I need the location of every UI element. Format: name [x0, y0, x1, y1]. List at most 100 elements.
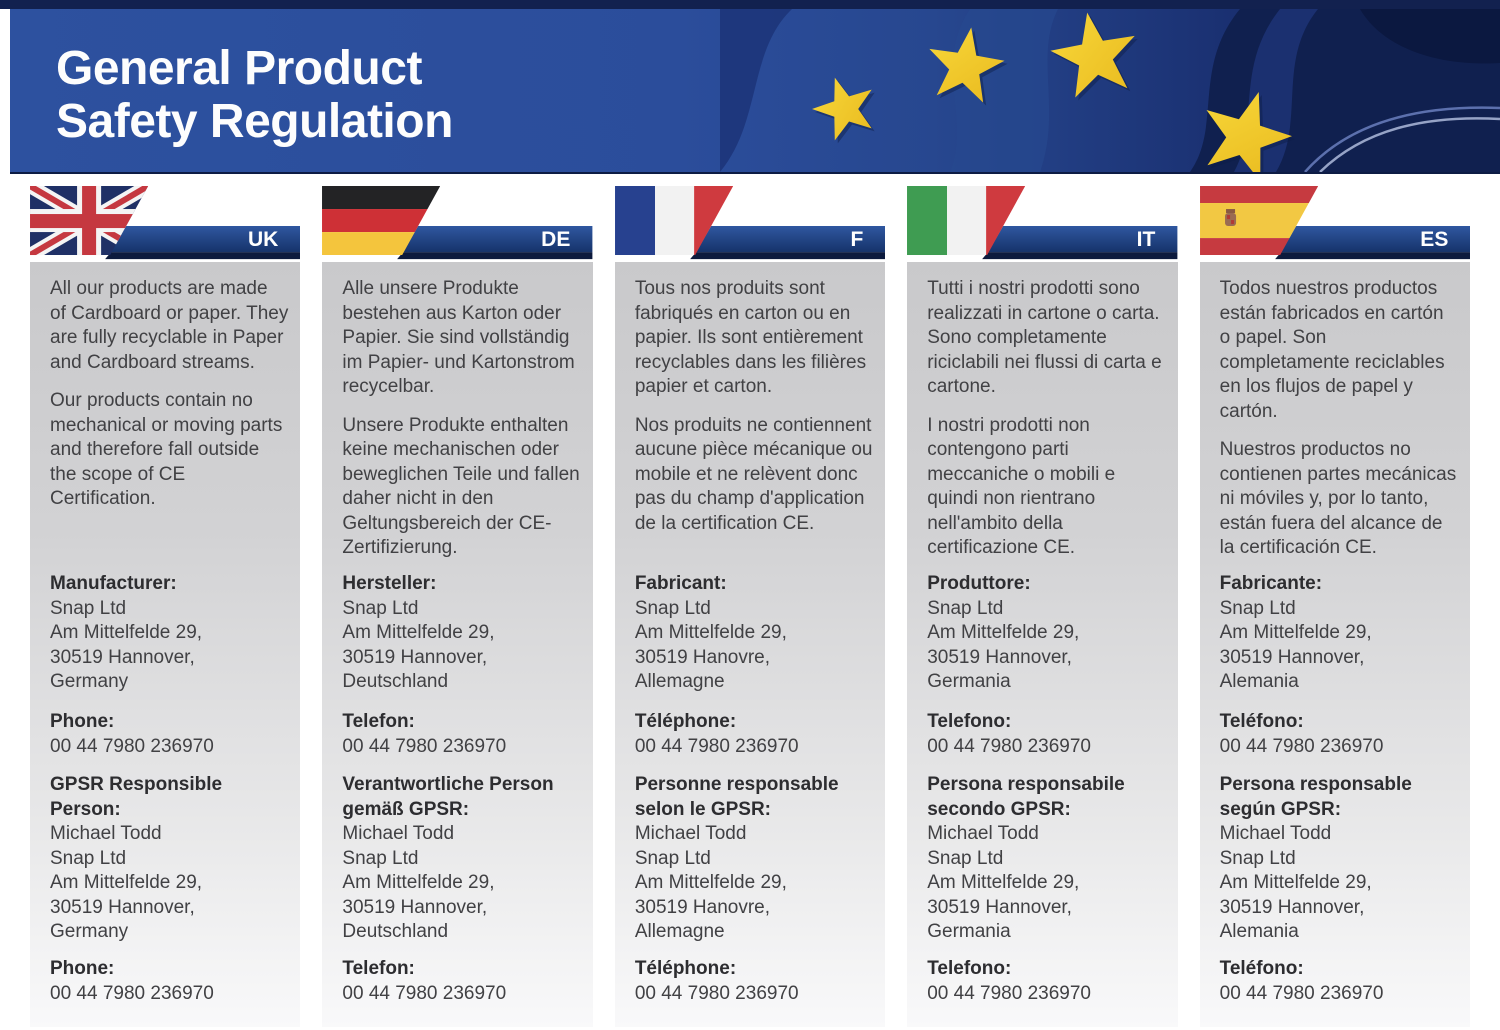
gpsr-line: Snap Ltd	[342, 847, 419, 869]
intro-text: Alle unsere Produkte bestehen aus Karton…	[342, 277, 580, 575]
gpsr-line: 30519 Hanovre,	[634, 896, 771, 918]
flag-corner-shadow	[1360, 9, 1500, 64]
gpsr-line: Am Mittelfelde 29,	[634, 872, 787, 894]
language-column-es: ES Todos nuestros productos están fabric…	[1199, 186, 1471, 1028]
materials-paragraph: All our products are made of Cardboard o…	[50, 278, 289, 373]
flag-fold-middle	[950, 9, 1058, 172]
phone-number: 00 44 7980 236970	[1219, 735, 1384, 757]
phone-number: 00 44 7980 236970	[927, 735, 1091, 757]
country-label-bar	[403, 226, 593, 253]
phone-label: Telefono:	[927, 958, 1012, 980]
page-title-line2: Safety Regulation	[56, 94, 453, 148]
gpsr-line: Michael Todd	[50, 823, 162, 845]
intro-text: Tutti i nostri prodotti sono realizzati …	[927, 277, 1165, 575]
phone-label: Teléfono:	[1219, 958, 1304, 980]
gpsr-line: Snap Ltd	[50, 847, 127, 869]
manufacturer-line: 30519 Hannover,	[927, 646, 1072, 668]
materials-paragraph: Tutti i nostri prodotti sono realizzati …	[927, 278, 1162, 398]
phone-label: Téléphone:	[634, 958, 737, 980]
germany-flag-icon	[322, 186, 441, 256]
manufacturer-line: Deutschland	[342, 671, 449, 693]
manufacturer-section: Produttore: Snap Ltd Am Mittelfelde 29, …	[927, 572, 1165, 695]
gpsr-person-section: Persona responsable según GPSR: Michael …	[1220, 773, 1458, 945]
phone-section: Teléfono: 00 44 7980 236970	[1220, 710, 1458, 759]
phone-section-2: Phone: 00 44 7980 236970	[50, 957, 288, 1006]
materials-paragraph: Todos nuestros productos están fabricado…	[1219, 278, 1445, 422]
info-panel-it: Tutti i nostri prodotti sono realizzati …	[907, 262, 1178, 1028]
phone-section: Téléphone: 00 44 7980 236970	[635, 710, 873, 759]
language-columns: UK All our products are made of Cardboar…	[30, 186, 1471, 1028]
manufacturer-line: Am Mittelfelde 29,	[634, 622, 787, 644]
gpsr-line: Am Mittelfelde 29,	[1219, 872, 1372, 894]
manufacturer-label: Produttore:	[927, 573, 1031, 595]
phone-label: Telefon:	[342, 711, 415, 733]
gpsr-label: Personne responsable selon le GPSR:	[634, 774, 839, 820]
phone-number: 00 44 7980 236970	[634, 982, 799, 1004]
language-column-fr: F Tous nos produits sont fabriqués en ca…	[614, 186, 886, 1028]
star-icon	[1045, 9, 1144, 101]
column-header-es: ES	[1199, 186, 1471, 260]
phone-section-2: Teléfono: 00 44 7980 236970	[1220, 957, 1458, 1006]
gpsr-person-section: Persona responsabile secondo GPSR: Micha…	[927, 773, 1165, 945]
ce-paragraph: Unsere Produkte enthalten keine mechanis…	[342, 414, 580, 559]
manufacturer-label: Fabricant:	[634, 573, 727, 595]
gpsr-line: Germany	[50, 921, 129, 943]
manufacturer-line: Am Mittelfelde 29,	[50, 622, 203, 644]
info-panel-es: Todos nuestros productos están fabricado…	[1199, 262, 1471, 1028]
gpsr-line: 30519 Hannover,	[342, 896, 488, 918]
manufacturer-section: Fabricant: Snap Ltd Am Mittelfelde 29, 3…	[635, 572, 873, 695]
page-title: General Product Safety Regulation	[56, 42, 453, 149]
eu-flag-artwork	[720, 9, 1500, 172]
gpsr-person-section: GPSR Responsible Person: Michael Todd Sn…	[50, 773, 288, 945]
gpsr-line: Alemania	[1219, 921, 1299, 943]
label-bar-shadow	[397, 252, 593, 260]
manufacturer-line: Snap Ltd	[342, 597, 419, 619]
phone-label: Phone:	[50, 958, 115, 980]
phone-number: 00 44 7980 236970	[634, 735, 799, 757]
gpsr-person-section: Personne responsable selon le GPSR: Mich…	[635, 773, 873, 945]
phone-section-2: Telefon: 00 44 7980 236970	[342, 957, 580, 1006]
ce-paragraph: Nos produits ne contiennent aucune pièce…	[634, 414, 873, 534]
language-column-it: IT Tutti i nostri prodotti sono realizza…	[907, 186, 1178, 1028]
phone-number: 00 44 7980 236970	[342, 735, 507, 757]
phone-label: Telefon:	[342, 958, 415, 980]
ce-paragraph: Nuestros productos no contienen partes m…	[1219, 439, 1457, 559]
manufacturer-line: Snap Ltd	[634, 597, 711, 619]
column-header-it: IT	[907, 186, 1178, 260]
phone-number: 00 44 7980 236970	[50, 735, 214, 757]
info-panel-uk: All our products are made of Cardboard o…	[30, 262, 301, 1028]
manufacturer-line: 30519 Hanovre,	[634, 646, 771, 668]
gpsr-label: Verantwortliche Person gemäß GPSR:	[342, 774, 554, 820]
gpsr-line: 30519 Hannover,	[927, 896, 1072, 918]
materials-paragraph: Tous nos produits sont fabriqués en cart…	[634, 278, 867, 398]
manufacturer-label: Fabricante:	[1219, 573, 1323, 595]
manufacturer-line: Am Mittelfelde 29,	[1219, 622, 1372, 644]
manufacturer-line: Germania	[927, 671, 1011, 693]
language-column-uk: UK All our products are made of Cardboar…	[30, 186, 301, 1028]
country-code-label: UK	[248, 228, 278, 251]
manufacturer-line: Allemagne	[634, 671, 725, 693]
phone-number: 00 44 7980 236970	[342, 982, 507, 1004]
label-bar-shadow	[1274, 252, 1471, 260]
gpsr-label: GPSR Responsible Person:	[50, 774, 223, 820]
phone-number: 00 44 7980 236970	[927, 982, 1091, 1004]
column-header-uk: UK	[30, 186, 301, 260]
country-code-label: IT	[1137, 228, 1156, 251]
phone-label: Teléfono:	[1219, 711, 1304, 733]
phone-section-2: Telefono: 00 44 7980 236970	[927, 957, 1165, 1006]
gpsr-line: Snap Ltd	[1219, 847, 1296, 869]
ce-paragraph: I nostri prodotti non contengono parti m…	[927, 414, 1116, 559]
gpsr-person-section: Verantwortliche Person gemäß GPSR: Micha…	[342, 773, 580, 945]
gpsr-label: Persona responsabile secondo GPSR:	[927, 774, 1125, 820]
gpsr-line: Snap Ltd	[634, 847, 711, 869]
intro-text: Tous nos produits sont fabriqués en cart…	[635, 277, 873, 550]
gpsr-line: Snap Ltd	[927, 847, 1004, 869]
phone-number: 00 44 7980 236970	[1219, 982, 1384, 1004]
manufacturer-line: 30519 Hannover,	[50, 646, 195, 668]
phone-section-2: Téléphone: 00 44 7980 236970	[635, 957, 873, 1006]
manufacturer-line: Am Mittelfelde 29,	[927, 622, 1080, 644]
info-panel-fr: Tous nos produits sont fabriqués en cart…	[614, 262, 886, 1028]
country-code-label: DE	[542, 228, 571, 251]
header-banner: General Product Safety Regulation	[10, 9, 1500, 174]
phone-section: Phone: 00 44 7980 236970	[50, 710, 288, 759]
